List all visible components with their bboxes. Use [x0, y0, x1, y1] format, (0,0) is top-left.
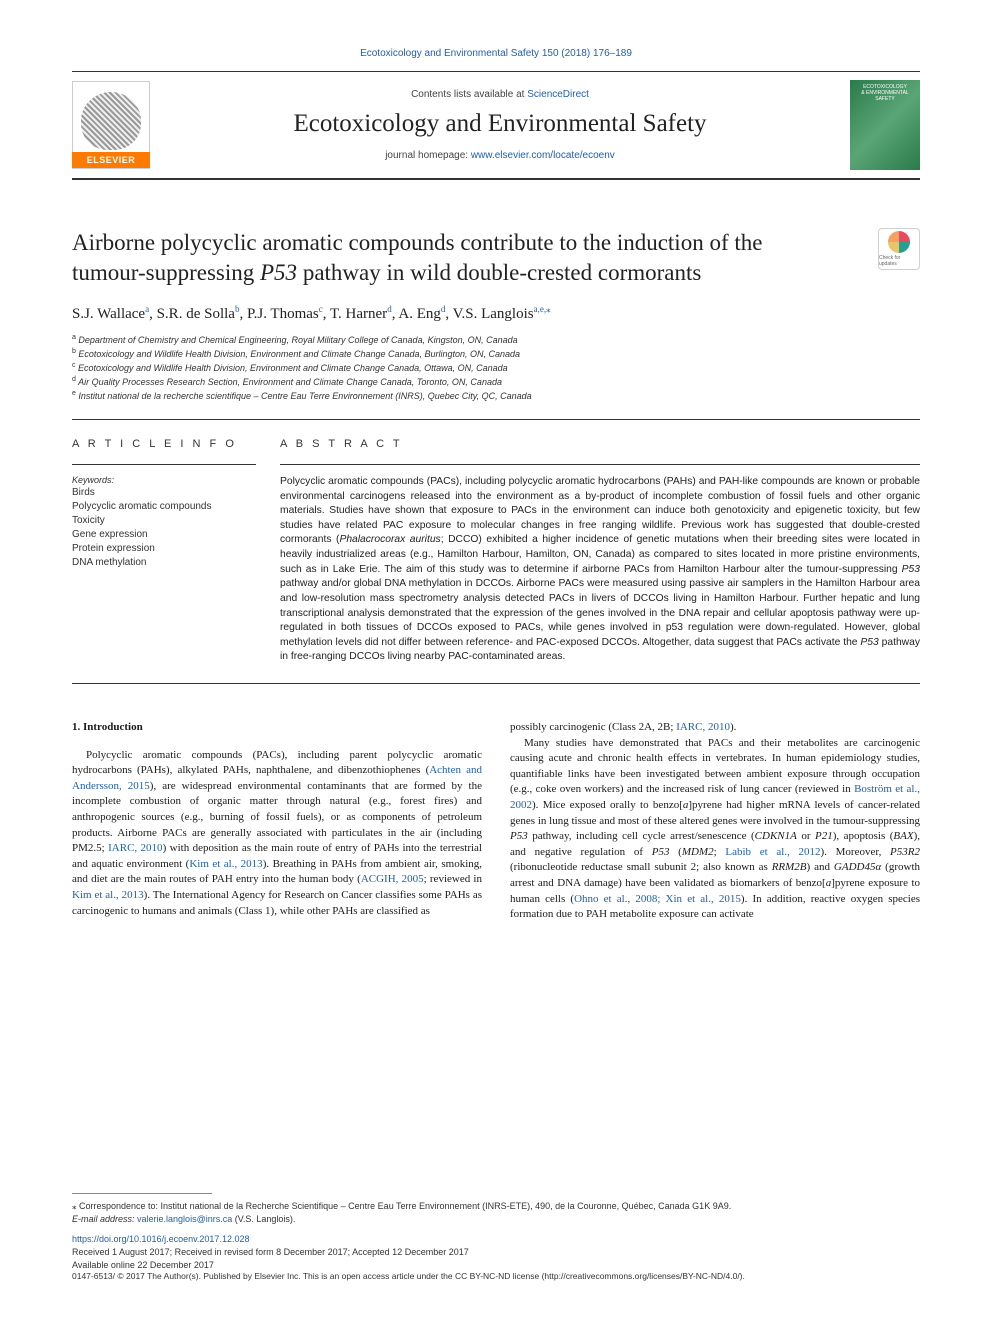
info-abstract-row: A R T I C L E I N F O Keywords: BirdsPol… — [72, 419, 920, 665]
homepage-prefix: journal homepage: — [385, 150, 471, 161]
sciencedirect-link[interactable]: ScienceDirect — [527, 89, 589, 100]
abstract-column: A B S T R A C T Polycyclic aromatic comp… — [280, 438, 920, 665]
elsevier-tree-icon — [81, 92, 141, 150]
copyright-line: 0147-6513/ © 2017 The Author(s). Publish… — [72, 1271, 920, 1283]
available-line: Available online 22 December 2017 — [72, 1259, 920, 1272]
body-column-left: 1. Introduction Polycyclic aromatic comp… — [72, 720, 482, 923]
authors-line: S.J. Wallacea, S.R. de Sollab, P.J. Thom… — [72, 304, 920, 323]
article-info-column: A R T I C L E I N F O Keywords: BirdsPol… — [72, 438, 280, 665]
correspondence-line: ⁎ Correspondence to: Institut national d… — [72, 1200, 920, 1213]
header-citation: Ecotoxicology and Environmental Safety 1… — [72, 48, 920, 59]
abstract-text: Polycyclic aromatic compounds (PACs), in… — [280, 475, 920, 665]
title-line2b: pathway in wild double-crested cormorant… — [297, 260, 701, 285]
contents-available-line: Contents lists available at ScienceDirec… — [162, 89, 838, 100]
check-updates-label: Check for updates — [879, 255, 919, 267]
title-line1: Airborne polycyclic aromatic compounds c… — [72, 230, 762, 255]
intro-para-2a: possibly carcinogenic (Class 2A, 2B; IAR… — [510, 720, 920, 736]
affiliations-block: a Department of Chemistry and Chemical E… — [72, 333, 920, 403]
intro-heading: 1. Introduction — [72, 720, 482, 736]
journal-cover-thumbnail[interactable]: ECOTOXICOLOGY & ENVIRONMENTAL SAFETY — [850, 80, 920, 170]
footer-divider — [72, 1193, 212, 1194]
article-info-heading: A R T I C L E I N F O — [72, 438, 256, 450]
elsevier-label: ELSEVIER — [72, 152, 150, 168]
article-title: Airborne polycyclic aromatic compounds c… — [72, 228, 862, 288]
intro-para-2b: Many studies have demonstrated that PACs… — [510, 736, 920, 923]
contents-prefix: Contents lists available at — [411, 89, 527, 100]
homepage-link[interactable]: www.elsevier.com/locate/ecoenv — [471, 150, 615, 161]
header-center: Contents lists available at ScienceDirec… — [162, 89, 838, 161]
body-column-right: possibly carcinogenic (Class 2A, 2B; IAR… — [510, 720, 920, 923]
body-divider — [72, 683, 920, 684]
body-columns: 1. Introduction Polycyclic aromatic comp… — [72, 720, 920, 923]
title-line2a: tumour-suppressing — [72, 260, 260, 285]
footer-block: ⁎ Correspondence to: Institut national d… — [72, 1193, 920, 1283]
abstract-divider — [280, 464, 920, 465]
dates-line: Received 1 August 2017; Received in revi… — [72, 1246, 920, 1259]
keywords-label: Keywords: — [72, 475, 256, 485]
info-divider — [72, 464, 256, 465]
cover-text-3: SAFETY — [875, 96, 894, 102]
email-link[interactable]: valerie.langlois@inrs.ca — [137, 1214, 232, 1224]
email-name: (V.S. Langlois). — [232, 1214, 295, 1224]
check-updates-badge[interactable]: Check for updates — [878, 228, 920, 270]
header-box: ELSEVIER Contents lists available at Sci… — [72, 71, 920, 180]
homepage-line: journal homepage: www.elsevier.com/locat… — [162, 150, 838, 161]
abstract-heading: A B S T R A C T — [280, 438, 920, 450]
doi-line: https://doi.org/10.1016/j.ecoenv.2017.12… — [72, 1233, 920, 1246]
title-italic: P53 — [260, 260, 297, 285]
title-row: Airborne polycyclic aromatic compounds c… — [72, 228, 920, 288]
email-line: E-mail address: valerie.langlois@inrs.ca… — [72, 1213, 920, 1226]
doi-link[interactable]: https://doi.org/10.1016/j.ecoenv.2017.12… — [72, 1234, 249, 1244]
email-label: E-mail address: — [72, 1214, 137, 1224]
elsevier-logo[interactable]: ELSEVIER — [72, 81, 150, 169]
keywords-list: BirdsPolycyclic aromatic compoundsToxici… — [72, 486, 256, 570]
journal-name: Ecotoxicology and Environmental Safety — [162, 110, 838, 138]
intro-para-1: Polycyclic aromatic compounds (PACs), in… — [72, 748, 482, 920]
crossmark-icon — [888, 231, 910, 253]
